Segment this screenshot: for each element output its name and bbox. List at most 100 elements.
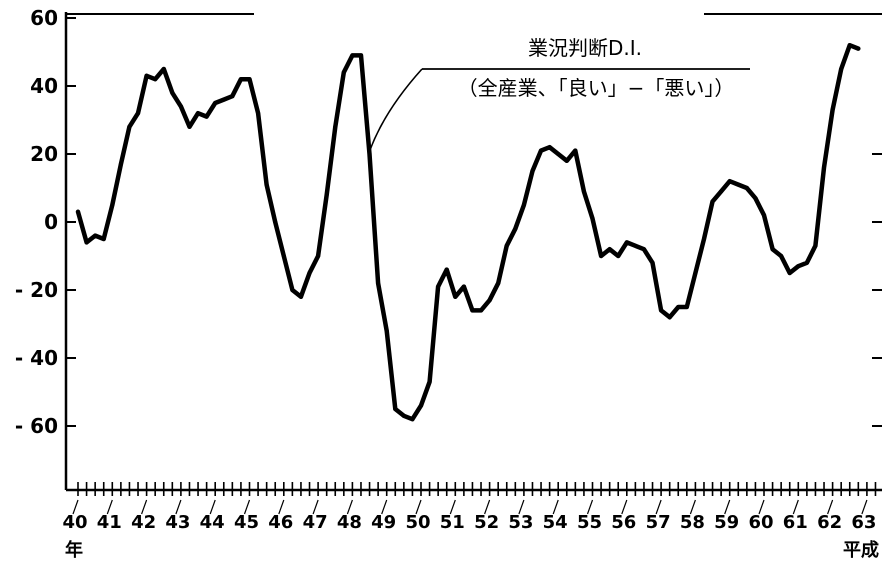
x-year-mark bbox=[689, 499, 696, 515]
data-point bbox=[693, 271, 698, 275]
data-point bbox=[170, 90, 175, 95]
data-point bbox=[178, 104, 183, 109]
x-year-mark bbox=[655, 499, 662, 515]
x-year-mark bbox=[72, 499, 79, 515]
x-year-mark bbox=[518, 499, 525, 515]
data-point bbox=[136, 111, 141, 116]
data-point bbox=[350, 53, 355, 58]
data-point bbox=[247, 77, 252, 82]
data-point bbox=[230, 94, 235, 99]
data-point bbox=[762, 213, 766, 218]
annotation: 業況判断D.I. （全産業、「良い」−「悪い」） bbox=[369, 36, 750, 151]
data-point bbox=[770, 247, 775, 252]
x-tick-label: 63 bbox=[851, 512, 876, 533]
y-tick-label: - 60 bbox=[15, 414, 58, 438]
data-point bbox=[101, 237, 106, 241]
y-axis-ticks: 60 40 20 0 - 20 - 40 - 60 bbox=[15, 6, 76, 438]
data-point bbox=[290, 288, 295, 292]
x-tick-label: 58 bbox=[680, 512, 705, 533]
data-point bbox=[273, 220, 278, 224]
x-tick-label: 60 bbox=[748, 512, 773, 533]
data-point bbox=[153, 77, 158, 82]
x-axis-minor-ticks bbox=[77, 482, 877, 496]
x-year-mark bbox=[861, 499, 868, 515]
data-point bbox=[590, 216, 595, 221]
x-year-mark bbox=[552, 499, 559, 515]
data-point bbox=[710, 199, 715, 204]
data-point bbox=[822, 165, 827, 170]
x-year-mark bbox=[141, 499, 148, 515]
x-axis-ticks: 40 41 42 43 44 45 46 47 48 49 50 51 52 53 54 55 56 57 58 59… bbox=[62, 499, 876, 533]
x-tick-label: 55 bbox=[577, 512, 602, 533]
era-label-start: 年 bbox=[65, 539, 83, 561]
x-tick-label: 41 bbox=[97, 512, 122, 533]
data-point bbox=[539, 148, 544, 153]
data-point bbox=[581, 189, 586, 194]
x-tick-label: 49 bbox=[371, 512, 396, 533]
data-point bbox=[727, 179, 732, 184]
data-point bbox=[316, 254, 321, 258]
x-year-mark bbox=[827, 499, 834, 515]
data-point bbox=[624, 240, 629, 245]
x-year-mark bbox=[243, 499, 251, 515]
data-point bbox=[616, 254, 621, 258]
era-label-end: 平成 bbox=[843, 539, 879, 561]
data-point bbox=[847, 43, 852, 48]
x-year-mark bbox=[175, 499, 182, 515]
x-tick-label: 52 bbox=[474, 512, 499, 533]
data-point bbox=[436, 284, 441, 289]
data-point bbox=[779, 254, 784, 258]
x-tick-label: 54 bbox=[543, 512, 568, 533]
data-point bbox=[196, 111, 201, 116]
x-tick-label: 53 bbox=[508, 512, 533, 533]
data-point bbox=[281, 254, 286, 258]
data-point bbox=[118, 162, 123, 167]
series-points bbox=[76, 43, 861, 422]
data-point bbox=[573, 148, 578, 153]
data-point bbox=[504, 243, 509, 248]
data-point bbox=[367, 152, 372, 156]
annotation-line2: （全産業、「良い」−「悪い」） bbox=[458, 76, 735, 100]
x-year-mark bbox=[449, 499, 456, 515]
y-tick-label: 60 bbox=[30, 6, 58, 30]
x-year-mark bbox=[312, 499, 319, 515]
plot-frame bbox=[64, 12, 882, 492]
y-tick-label: 0 bbox=[44, 210, 58, 234]
x-year-mark bbox=[106, 499, 113, 515]
data-point bbox=[659, 308, 664, 313]
data-point bbox=[470, 308, 475, 313]
x-tick-label: 62 bbox=[817, 512, 842, 533]
data-point bbox=[393, 407, 398, 411]
data-point bbox=[667, 315, 672, 320]
data-point bbox=[358, 53, 363, 58]
data-point bbox=[599, 254, 604, 258]
data-point bbox=[256, 111, 261, 116]
x-tick-label: 56 bbox=[611, 512, 636, 533]
data-point bbox=[547, 145, 552, 150]
x-tick-label: 57 bbox=[646, 512, 671, 533]
data-point bbox=[453, 294, 458, 299]
x-year-mark bbox=[586, 499, 594, 515]
data-point bbox=[676, 305, 681, 309]
data-point bbox=[204, 114, 209, 119]
data-point bbox=[298, 294, 303, 299]
x-tick-label: 61 bbox=[783, 512, 808, 533]
data-point bbox=[564, 158, 569, 163]
data-point bbox=[479, 308, 484, 313]
x-year-mark bbox=[381, 499, 388, 515]
x-tick-label: 43 bbox=[165, 512, 190, 533]
x-year-mark bbox=[621, 499, 628, 515]
data-point bbox=[238, 77, 243, 82]
x-tick-label: 40 bbox=[62, 512, 87, 533]
data-point bbox=[444, 267, 449, 272]
data-point bbox=[744, 186, 749, 190]
data-point bbox=[736, 182, 741, 187]
data-point bbox=[487, 298, 492, 303]
data-point bbox=[787, 271, 792, 275]
x-year-mark bbox=[484, 499, 491, 515]
data-point bbox=[93, 233, 98, 238]
data-point bbox=[410, 417, 415, 422]
data-point bbox=[213, 101, 218, 105]
data-point bbox=[513, 226, 518, 231]
